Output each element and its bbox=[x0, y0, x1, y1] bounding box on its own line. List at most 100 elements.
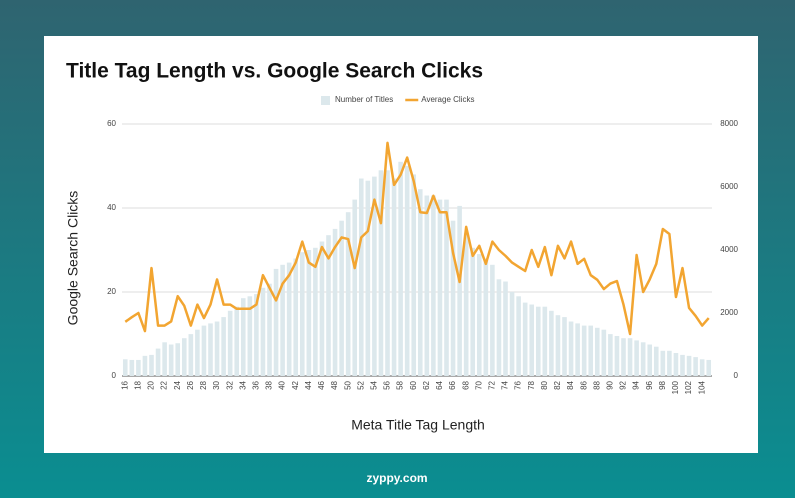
line bbox=[124, 141, 710, 336]
bar bbox=[581, 325, 587, 376]
bar bbox=[686, 355, 692, 376]
footer: zyppy.com bbox=[366, 471, 427, 485]
x-tick-label: 42 bbox=[291, 380, 300, 389]
x-tick-label: 86 bbox=[579, 380, 588, 389]
x-tick-label: 78 bbox=[527, 380, 536, 389]
bar bbox=[660, 350, 666, 376]
bar bbox=[608, 334, 613, 376]
bar bbox=[640, 342, 646, 376]
x-tick-label: 54 bbox=[369, 380, 378, 389]
x-tick-label: 98 bbox=[658, 380, 667, 389]
bar bbox=[142, 355, 148, 376]
bar bbox=[234, 306, 240, 376]
bar bbox=[227, 310, 233, 376]
x-tick-label: 58 bbox=[396, 380, 405, 389]
bar bbox=[254, 294, 259, 376]
legend-swatch bbox=[321, 96, 330, 105]
y2-tick-label: 4000 bbox=[720, 245, 738, 254]
bar bbox=[313, 247, 318, 376]
bar bbox=[326, 235, 331, 376]
bar bbox=[273, 268, 279, 376]
bar bbox=[260, 287, 266, 376]
bar bbox=[293, 258, 299, 376]
x-tick-label: 80 bbox=[540, 380, 549, 389]
y-tick-label: 0 bbox=[112, 371, 117, 380]
x-axis-title: Meta Title Tag Length bbox=[351, 417, 485, 433]
bar bbox=[299, 252, 305, 376]
bar bbox=[476, 254, 482, 376]
bar bbox=[240, 298, 246, 376]
bar bbox=[214, 321, 220, 376]
bar bbox=[450, 220, 456, 376]
bar bbox=[653, 346, 659, 376]
x-tick-label: 100 bbox=[671, 380, 680, 394]
bar bbox=[306, 250, 312, 376]
legend-label: Average Clicks bbox=[421, 95, 474, 104]
bar bbox=[136, 359, 141, 376]
bar bbox=[352, 199, 358, 376]
bar bbox=[372, 176, 377, 376]
bar bbox=[122, 359, 128, 376]
legend-label: Number of Titles bbox=[335, 95, 393, 104]
bar bbox=[483, 258, 489, 376]
y-axis-title: Google Search Clicks bbox=[65, 191, 81, 326]
bar bbox=[149, 354, 154, 376]
bar bbox=[555, 315, 561, 376]
bar bbox=[286, 262, 292, 376]
bar bbox=[391, 178, 397, 376]
bar bbox=[417, 189, 423, 376]
x-tick-label: 66 bbox=[448, 380, 457, 389]
bar bbox=[444, 199, 449, 376]
x-tick-label: 62 bbox=[422, 380, 431, 389]
bar bbox=[404, 165, 410, 376]
bar bbox=[162, 342, 167, 376]
x-tick-label: 52 bbox=[356, 380, 365, 389]
chart-title: Title Tag Length vs. Google Search Click… bbox=[66, 60, 483, 83]
bar bbox=[706, 359, 712, 376]
bar bbox=[614, 335, 620, 376]
bar bbox=[431, 195, 436, 376]
x-tick-label: 46 bbox=[317, 380, 326, 389]
x-tick-label: 68 bbox=[461, 380, 470, 389]
bar bbox=[667, 350, 672, 376]
x-tick-label: 70 bbox=[474, 380, 483, 389]
bar bbox=[129, 359, 135, 376]
bar bbox=[529, 304, 535, 376]
x-tick-label: 84 bbox=[566, 380, 575, 389]
bar bbox=[175, 343, 181, 376]
x-tick-label: 74 bbox=[501, 380, 510, 389]
bar bbox=[549, 310, 554, 376]
bar bbox=[496, 279, 502, 376]
bar bbox=[332, 228, 338, 376]
bar bbox=[627, 338, 633, 376]
bar bbox=[588, 325, 594, 376]
x-tick-label: 76 bbox=[514, 380, 523, 389]
bar bbox=[155, 348, 161, 376]
x-tick-label: 16 bbox=[120, 380, 129, 389]
x-tick-label: 90 bbox=[605, 380, 614, 389]
y2-tick-label: 6000 bbox=[720, 182, 738, 191]
bar bbox=[542, 306, 548, 376]
bar bbox=[503, 281, 508, 376]
x-tick-label: 56 bbox=[383, 380, 392, 389]
bar bbox=[385, 170, 390, 376]
x-tick-label: 36 bbox=[251, 380, 260, 389]
x-tick-label: 64 bbox=[435, 380, 444, 389]
bar bbox=[339, 220, 344, 376]
x-tick-label: 48 bbox=[330, 380, 339, 389]
bar bbox=[490, 264, 495, 376]
x-tick-label: 60 bbox=[409, 380, 418, 389]
bar bbox=[693, 357, 698, 376]
x-tick-label: 96 bbox=[645, 380, 654, 389]
x-tick-label: 24 bbox=[173, 380, 182, 389]
bar bbox=[562, 317, 567, 376]
bar bbox=[280, 264, 285, 376]
x-tick-label: 22 bbox=[160, 380, 169, 389]
x-tick-label: 32 bbox=[225, 380, 234, 389]
bar bbox=[181, 338, 187, 376]
bar bbox=[575, 323, 580, 376]
y2-tick-label: 0 bbox=[734, 371, 739, 380]
bar bbox=[470, 247, 476, 376]
bar bbox=[568, 321, 574, 376]
bar bbox=[437, 199, 443, 376]
